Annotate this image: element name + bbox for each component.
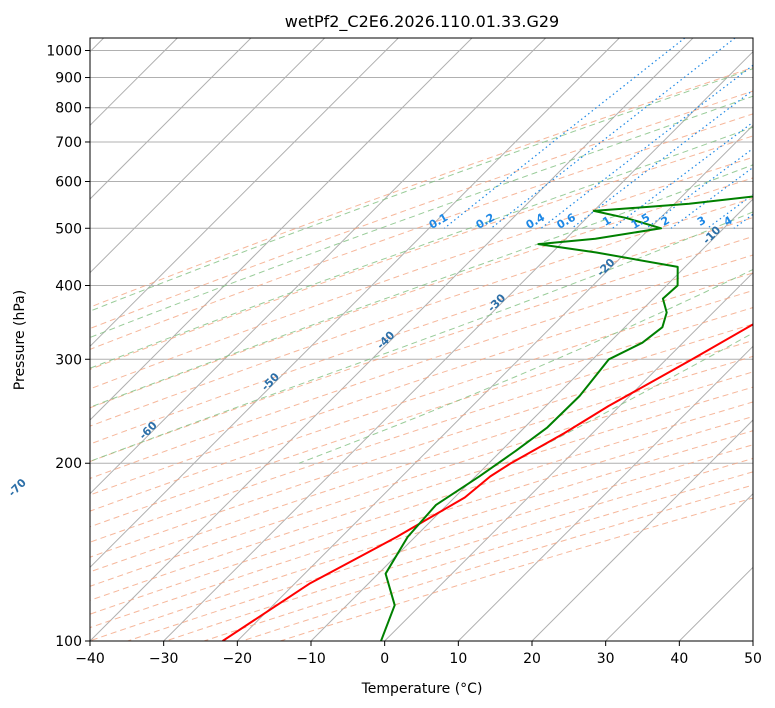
moist-adiabat-line: [90, 164, 753, 408]
x-tick-label: 30: [597, 651, 615, 667]
y-tick-label: 1000: [46, 44, 82, 60]
y-tick-label: 900: [55, 71, 82, 87]
x-tick-label: −40: [75, 651, 105, 667]
x-tick-label: 20: [523, 651, 541, 667]
dry-adiabat-line: [90, 66, 753, 308]
isotherm-line: [531, 419, 753, 641]
moist-adiabat-line: [298, 268, 753, 464]
isotherm-label: -20: [594, 256, 617, 279]
isotherm-line: [90, 38, 326, 274]
isotherm-line: [752, 640, 753, 641]
isotherm-label: -70: [6, 476, 29, 499]
dry-adiabat-line: [90, 371, 753, 587]
x-tick-label: 0: [380, 651, 389, 667]
plot-frame: [89, 37, 754, 642]
isotherm-line: [236, 124, 753, 641]
mixing-ratio-line: [645, 147, 753, 229]
moist-adiabat-line: [90, 211, 753, 462]
mixing-ratio-line: [490, 38, 736, 229]
dry-adiabat-line: [90, 323, 753, 543]
dry-adiabat-line: [90, 289, 753, 512]
isotherm-line: [605, 492, 753, 641]
isotherm-line: [457, 345, 753, 641]
y-tick-label: 800: [55, 101, 82, 117]
y-tick-label: 300: [55, 352, 82, 368]
dry-adiabat-line: [127, 444, 753, 641]
temperature-profile-line: [222, 323, 753, 641]
line-labels: 0.10.20.40.611.5234-100-90-80-70-60-50-4…: [6, 211, 735, 500]
moist-adiabat-line: [90, 126, 753, 369]
dry-adiabat-line: [90, 339, 753, 558]
dry-adiabat-line: [90, 90, 753, 330]
isotherm-label: -30: [485, 291, 508, 314]
mixing-ratio-line: [733, 213, 753, 229]
x-tick-label: 50: [744, 651, 762, 667]
isotherm-line: [384, 271, 753, 641]
isotherm-label: -50: [259, 370, 282, 393]
y-tick-label: 700: [55, 135, 82, 151]
chart-title: wetPf2_C2E6.2026.110.01.33.G29: [285, 12, 559, 32]
mixing-ratio-label: 2: [659, 214, 672, 229]
isotherm-line: [90, 38, 547, 495]
x-tick-label: 40: [670, 651, 688, 667]
dry-adiabat-line: [203, 471, 753, 641]
isotherm-line: [90, 38, 694, 641]
x-tick-label: −30: [149, 651, 179, 667]
axes: −40 −30 −20 −10 0 10 20 30 40 50 100 200 300 400 500 60…: [46, 44, 762, 667]
isotherm-line: [163, 50, 753, 641]
dry-adiabat-line: [90, 355, 753, 573]
mixing-ratio-line: [443, 38, 686, 229]
x-tick-label: −20: [223, 651, 253, 667]
mixing-ratio-label: 4: [722, 214, 735, 229]
dry-adiabat-line: [90, 307, 753, 528]
mixing-ratio-line: [571, 89, 753, 229]
isotherm-line: [90, 38, 252, 200]
dry-adiabat-line: [280, 497, 753, 641]
dry-adiabat-line: [90, 272, 753, 496]
isotherm-line: [90, 38, 399, 348]
dewpoint-profile-line: [380, 195, 753, 641]
x-tick-label: 10: [449, 651, 467, 667]
dry-adiabat-line: [165, 457, 753, 641]
mixing-ratio-line: [540, 64, 753, 229]
isotherm-label: -40: [374, 328, 397, 351]
x-axis-label: Temperature (°C): [361, 681, 483, 697]
isotherm-label: -60: [137, 419, 160, 442]
y-tick-label: 500: [55, 221, 82, 237]
mixing-ratio-label: 3: [695, 214, 708, 229]
isotherm-line: [310, 198, 753, 641]
y-tick-label: 400: [55, 278, 82, 294]
plot-area: [90, 38, 753, 641]
mixing-ratio-line: [612, 121, 753, 229]
x-tick-label: −10: [296, 651, 326, 667]
y-axis-label: Pressure (hPa): [12, 290, 28, 390]
y-tick-label: 600: [55, 175, 82, 191]
dry-adiabat-line: [90, 386, 753, 601]
moist-adiabat-line: [90, 68, 753, 312]
dry-adiabat-line: [241, 484, 753, 641]
moist-adiabat-line: [90, 95, 753, 338]
isotherm-line: [90, 38, 620, 569]
y-tick-label: 100: [55, 634, 82, 650]
moist-adiabat-line: [509, 332, 753, 464]
y-tick-label: 200: [55, 456, 82, 472]
isotherm-line: [90, 38, 473, 421]
dry-adiabat-line: [90, 430, 753, 641]
